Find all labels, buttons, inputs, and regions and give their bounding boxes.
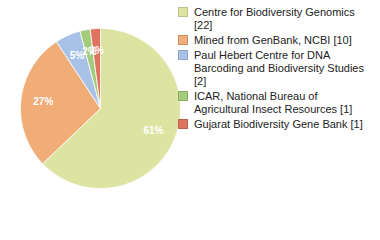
- html-text:Mined from GenBank, NCBI [10]: Mined from GenBank, NCBI [10]: [194, 34, 352, 46]
- html-text:Gujarat Biodiversity Gene Bank: Gujarat Biodiversity Gene Bank [1]: [194, 118, 363, 130]
- svg-text:5%: 5%: [69, 50, 85, 62]
- html-text:Paul Hebert Centre for DNA Bar: Paul Hebert Centre for DNA Barcoding and…: [194, 49, 364, 87]
- svg-text:61%: 61%: [143, 125, 163, 136]
- html-text:Centre for Biodiversity Genomi: Centre for Biodiversity Genomics [22]: [194, 6, 355, 31]
- svg-text:2%: 2%: [90, 45, 105, 56]
- html-text:ICAR, National Bureau of Agric: ICAR, National Bureau of Agricultural In…: [194, 90, 353, 115]
- svg-text:27%: 27%: [33, 96, 53, 107]
